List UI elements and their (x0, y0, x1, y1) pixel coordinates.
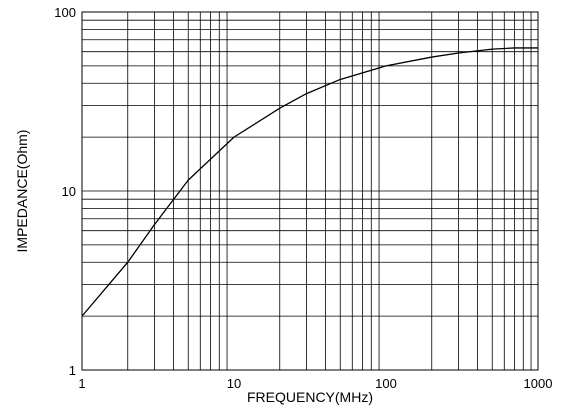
x-tick-labels: 1 10 100 1000 (78, 376, 552, 391)
x-tick-label: 100 (375, 376, 397, 391)
y-tick-labels: 1 10 100 (54, 5, 76, 378)
x-tick-label: 1000 (524, 376, 553, 391)
y-axis-label: IMPEDANCE(Ohm) (14, 130, 30, 253)
x-axis-label: FREQUENCY(MHz) (247, 389, 373, 405)
series-layer (81, 47, 538, 317)
impedance-curve (81, 47, 538, 317)
x-tick-label: 10 (227, 376, 241, 391)
y-tick-label: 100 (54, 5, 76, 20)
plot-area-frame (81, 11, 539, 371)
y-tick-label: 10 (62, 184, 76, 199)
y-tick-label: 1 (69, 363, 76, 378)
x-tick-label: 1 (78, 376, 85, 391)
chart-grid (82, 12, 538, 370)
